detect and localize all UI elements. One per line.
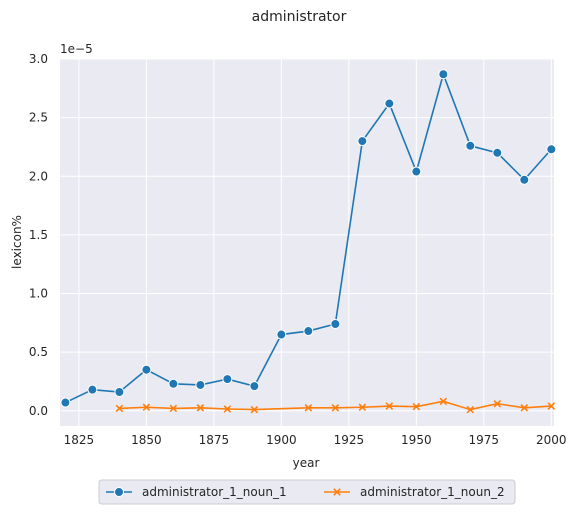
data-point — [249, 381, 260, 392]
x-marker-stroke — [493, 399, 502, 408]
y-tick-label: 1.0 — [29, 287, 48, 301]
x-marker-stroke — [196, 404, 205, 412]
data-point — [358, 403, 367, 412]
x-tick-label: 1850 — [131, 433, 162, 447]
data-point — [411, 166, 422, 177]
data-point — [196, 404, 205, 412]
data-point — [304, 404, 313, 412]
data-point — [466, 405, 475, 414]
legend-label: administrator_1_noun_2 — [360, 485, 505, 499]
x-marker-stroke — [304, 404, 313, 412]
data-point — [87, 384, 98, 395]
data-point — [141, 364, 152, 375]
data-point — [60, 397, 71, 408]
data-point — [331, 404, 340, 412]
y-tick-label: 3.0 — [29, 52, 48, 66]
data-point — [357, 136, 368, 147]
data-point — [114, 386, 125, 397]
legend-marker — [114, 487, 124, 497]
x-tick-label: 1975 — [469, 433, 500, 447]
data-point — [412, 402, 421, 411]
y-tick-label: 2.0 — [29, 169, 48, 183]
plot-area — [60, 59, 554, 426]
x-marker-stroke — [547, 402, 556, 410]
x-marker-stroke — [223, 405, 232, 413]
x-marker-stroke — [412, 402, 421, 411]
data-point — [330, 318, 341, 329]
x-tick-label: 1900 — [266, 433, 297, 447]
x-marker-stroke — [466, 405, 475, 414]
x-tick-label: 1875 — [199, 433, 230, 447]
y-tick-label: 0.0 — [29, 404, 48, 418]
legend-marker — [333, 488, 341, 496]
x-marker-stroke — [115, 404, 124, 413]
grid — [60, 58, 554, 426]
data-point — [223, 405, 232, 413]
legend-box — [98, 479, 516, 505]
data-point — [115, 404, 124, 413]
y-tick-label: 2.5 — [29, 111, 48, 125]
data-point — [439, 397, 448, 406]
series-2 — [115, 397, 556, 414]
y-tick-label: 1.5 — [29, 228, 48, 242]
data-point — [195, 379, 206, 390]
x-marker-stroke — [142, 403, 151, 412]
data-point — [222, 374, 233, 385]
x-marker-stroke — [250, 405, 259, 414]
data-point — [303, 326, 314, 337]
data-point — [250, 405, 259, 414]
x-marker-stroke — [520, 404, 529, 412]
data-point — [492, 147, 503, 158]
y-offset-label: 1e−5 — [60, 42, 93, 56]
data-point — [493, 399, 502, 408]
y-axis-label: lexicon% — [10, 215, 24, 269]
x-marker-stroke — [331, 404, 340, 412]
series-line — [119, 400, 552, 411]
legend-item: administrator_1_noun_2 — [324, 485, 505, 499]
legend: administrator_1_noun_1 administrator_1_no… — [98, 479, 516, 505]
legend-item: administrator_1_noun_1 — [106, 485, 287, 499]
x-tick-label: 2000 — [536, 433, 567, 447]
x-marker-stroke — [385, 402, 394, 410]
data-point — [385, 402, 394, 410]
series-1 — [60, 69, 557, 408]
x-marker-stroke — [333, 488, 341, 496]
x-tick-label: 1825 — [64, 433, 95, 447]
x-marker-stroke — [169, 404, 178, 413]
x-marker-stroke — [358, 403, 367, 412]
data-point — [465, 140, 476, 151]
data-point — [520, 404, 529, 412]
data-point — [142, 403, 151, 412]
chart-title: administrator — [252, 9, 347, 25]
data-point — [519, 174, 530, 185]
x-tick-label: 1950 — [401, 433, 432, 447]
y-tick-label: 0.5 — [29, 345, 48, 359]
x-axis-label: year — [293, 456, 320, 470]
data-point — [438, 69, 449, 80]
data-point — [546, 144, 557, 155]
x-tick-label: 1925 — [334, 433, 365, 447]
data-point — [384, 98, 395, 109]
series-layer — [60, 69, 557, 414]
y-axis: 0.0 0.5 1.0 1.5 2.0 2.5 3.0 — [29, 52, 48, 418]
data-point — [168, 378, 179, 389]
data-point — [276, 329, 287, 340]
x-marker-stroke — [439, 397, 448, 406]
data-point — [547, 402, 556, 410]
legend-label: administrator_1_noun_1 — [142, 485, 287, 499]
data-point — [169, 404, 178, 413]
x-axis: 1825 1850 1875 1900 1925 1950 1975 2000 — [64, 433, 567, 447]
